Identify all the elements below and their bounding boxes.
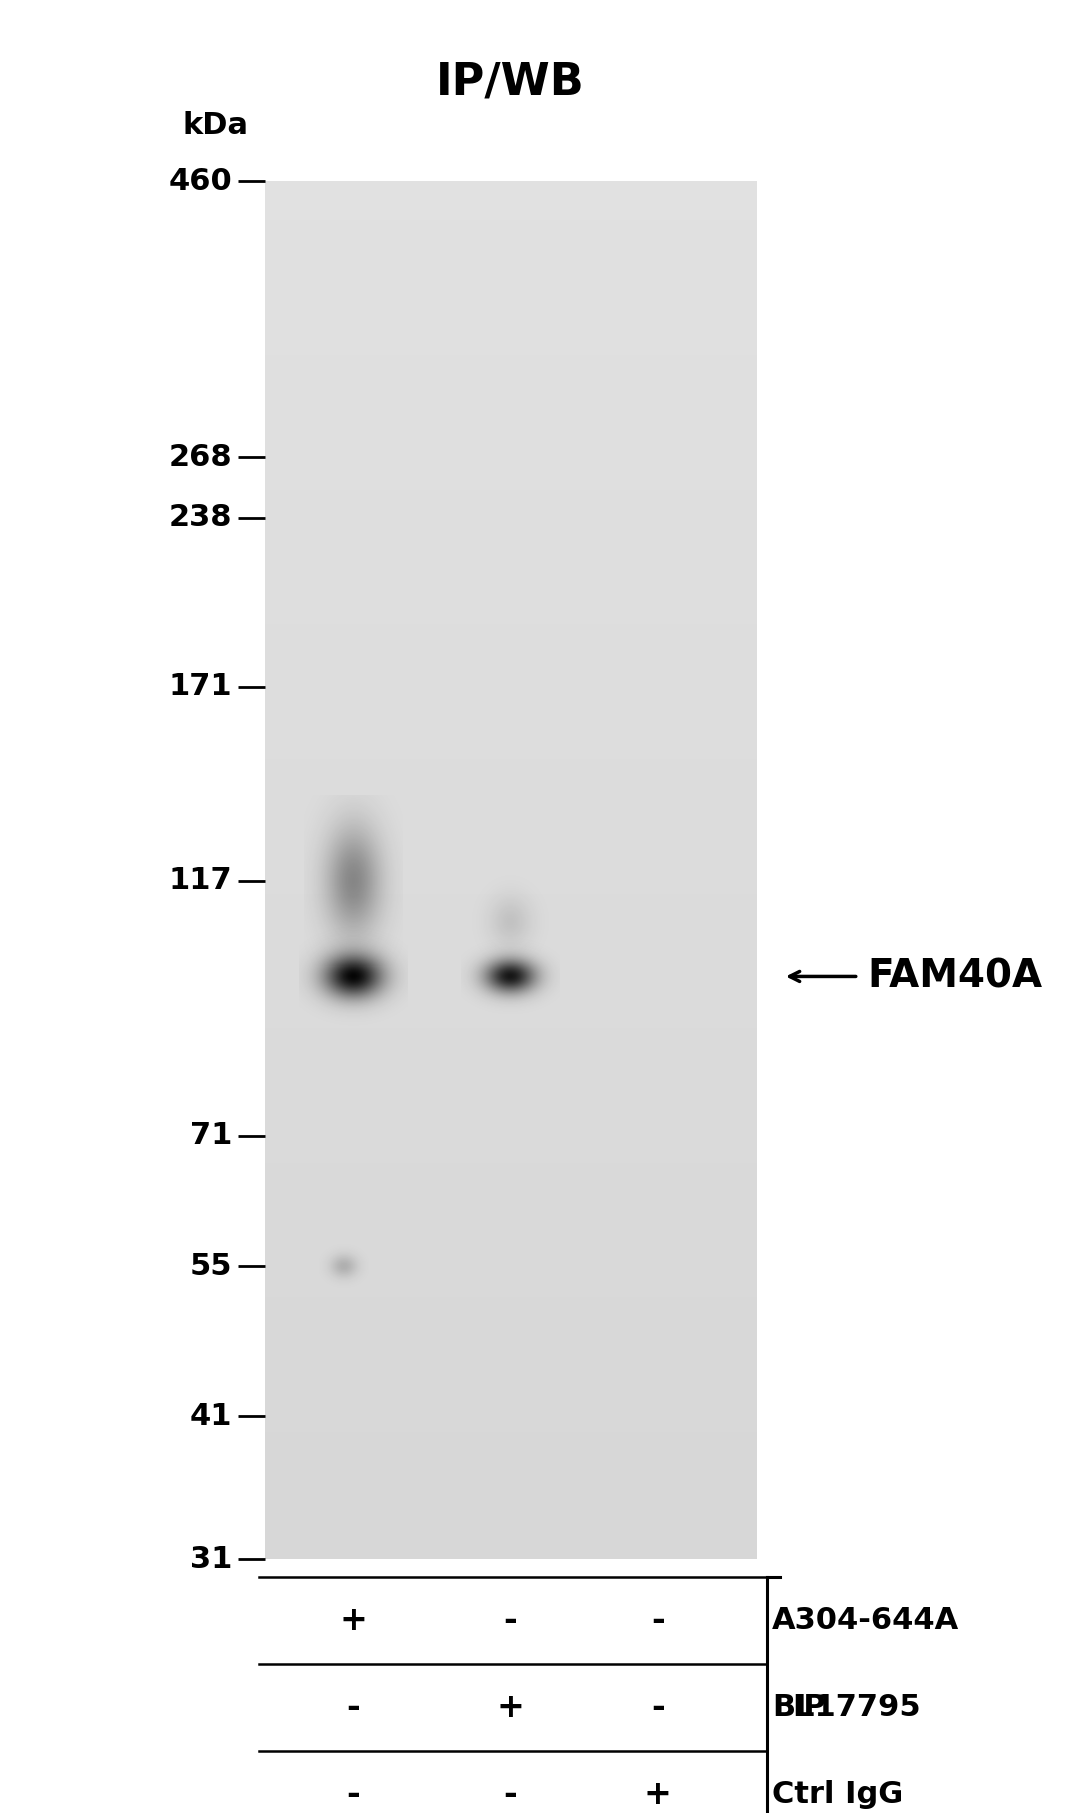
Text: -: - <box>503 1605 517 1637</box>
Text: +: + <box>497 1692 524 1724</box>
Text: Ctrl IgG: Ctrl IgG <box>772 1780 904 1809</box>
Text: 71: 71 <box>190 1122 232 1149</box>
Text: +: + <box>339 1605 367 1637</box>
Text: 55: 55 <box>190 1251 232 1280</box>
Text: -: - <box>651 1692 664 1724</box>
Text: FAM40A: FAM40A <box>867 957 1042 995</box>
Text: kDa: kDa <box>183 111 248 140</box>
Text: -: - <box>347 1779 360 1811</box>
Text: IP/WB: IP/WB <box>436 60 584 103</box>
Text: -: - <box>651 1605 664 1637</box>
Text: A304-644A: A304-644A <box>772 1606 959 1635</box>
Text: -: - <box>347 1692 360 1724</box>
Text: 460: 460 <box>168 167 232 196</box>
Text: 268: 268 <box>168 442 232 471</box>
Text: -: - <box>503 1779 517 1811</box>
Text: 238: 238 <box>168 504 232 533</box>
Text: +: + <box>644 1779 672 1811</box>
Text: IP: IP <box>793 1693 826 1722</box>
Text: 41: 41 <box>190 1401 232 1430</box>
Text: BL17795: BL17795 <box>772 1693 921 1722</box>
Text: 171: 171 <box>168 673 232 702</box>
Text: 117: 117 <box>168 867 232 896</box>
Text: 31: 31 <box>190 1545 232 1574</box>
